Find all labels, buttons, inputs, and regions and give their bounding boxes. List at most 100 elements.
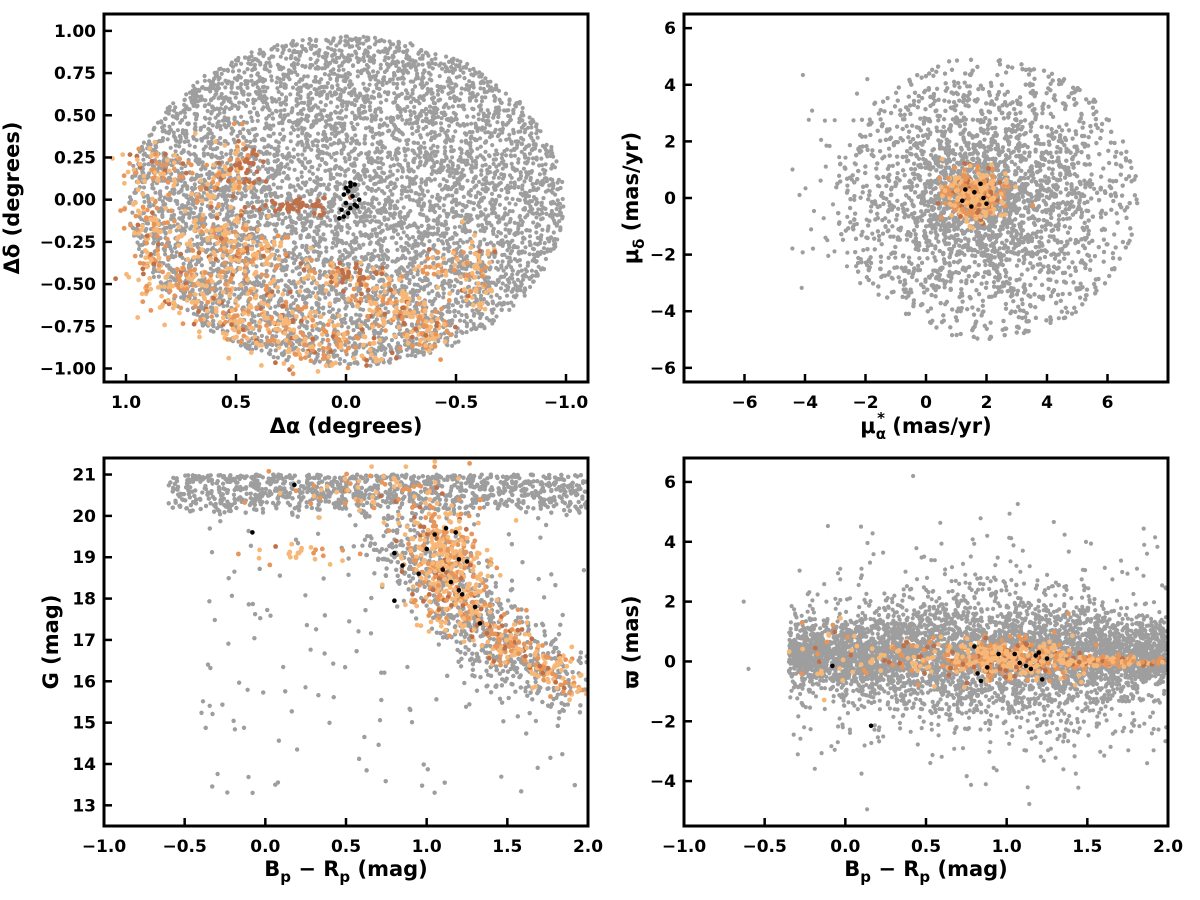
sky-position-field-point (245, 67, 250, 72)
sky-position-field-point (226, 116, 231, 121)
sky-position-field-point (407, 55, 412, 60)
sky-position-field-point (329, 255, 334, 260)
sky-position-field-point (282, 107, 287, 113)
sky-position-field-point (303, 156, 308, 161)
sky-position-field-point (361, 34, 366, 39)
sky-position-field-point (444, 66, 450, 71)
sky-position-field-point (190, 202, 195, 207)
sky-position-field-point (371, 89, 376, 94)
sky-position-field-point (378, 106, 383, 111)
sky-position-field-point (455, 121, 460, 126)
sky-position-field-point (464, 132, 469, 137)
sky-position-field-point (495, 240, 501, 245)
sky-position-field-point (281, 170, 286, 175)
sky-position-field-point (438, 311, 443, 316)
sky-position-field-point (280, 127, 285, 132)
sky-position-field-point (276, 217, 281, 222)
sky-position-field-point (415, 117, 420, 122)
sky-position-field-point (418, 133, 423, 138)
sky-position-field-point (507, 307, 512, 312)
sky-position-field-point (453, 340, 458, 345)
sky-position-field-point (222, 115, 227, 120)
sky-position-field-point (492, 254, 497, 259)
sky-position-field-point (328, 167, 333, 172)
sky-position-field-point (364, 38, 369, 43)
sky-position-field-point (323, 132, 328, 137)
sky-position-field-point (504, 137, 509, 142)
sky-position-field-point (334, 78, 339, 83)
sky-position-field-point (378, 290, 383, 295)
sky-position-field-point (421, 71, 426, 76)
sky-position-field-point (435, 92, 441, 97)
sky-position-field-point (162, 123, 167, 128)
sky-position-field-point (208, 89, 213, 94)
sky-position-field-point (395, 247, 400, 252)
sky-position-field-point (471, 114, 476, 119)
sky-position-field-point (273, 108, 278, 113)
sky-position-field-point (386, 359, 391, 364)
sky-position-field-point (158, 139, 163, 144)
sky-position-field-point (180, 184, 185, 189)
sky-position-field-point (459, 139, 464, 144)
sky-position-field-point (219, 71, 224, 76)
sky-position-field-point (398, 210, 403, 215)
sky-position-field-point (162, 116, 168, 121)
sky-position-field-point (477, 74, 482, 79)
sky-position-field-point (305, 143, 310, 148)
sky-position-field-point (478, 86, 483, 91)
sky-position-field-point (344, 107, 349, 112)
sky-position-field-point (509, 141, 514, 146)
sky-position-field-point (299, 174, 304, 179)
sky-position-field-point (543, 256, 549, 262)
sky-position-field-point (205, 247, 210, 252)
sky-position-field-point (269, 144, 274, 150)
sky-position-field-point (471, 66, 476, 71)
sky-position-field-point (324, 245, 329, 250)
sky-position-field-point (440, 231, 445, 236)
sky-position-field-point (422, 140, 427, 145)
sky-position-field-point (444, 226, 449, 231)
sky-position-field-point (379, 156, 384, 161)
sky-position-field-point (291, 281, 296, 286)
sky-position-field-point (531, 187, 536, 192)
sky-position-field-point (344, 304, 349, 309)
sky-position-field-point (168, 225, 173, 230)
sky-position-field-point (504, 265, 509, 270)
sky-position-field-point (180, 130, 185, 135)
sky-position-field-point (478, 293, 484, 298)
sky-position-field-point (305, 138, 310, 143)
sky-position-field-point (391, 81, 396, 86)
sky-position-field-point (527, 151, 533, 156)
sky-position-field-point (466, 199, 471, 204)
sky-position-field-point (485, 108, 490, 113)
sky-position-field-point (507, 228, 512, 234)
sky-position-field-point (470, 308, 475, 313)
sky-position-field-point (378, 50, 383, 55)
sky-position-field-point (403, 153, 408, 158)
sky-position-field-point (408, 188, 414, 193)
sky-position-field-point (424, 231, 430, 236)
sky-position-field-point (264, 192, 269, 197)
sky-position-field-point (314, 257, 319, 262)
sky-position-field-point (433, 153, 438, 158)
sky-position-field-point (503, 222, 508, 227)
sky-position-field-point (448, 96, 453, 101)
sky-position-field-point (486, 301, 491, 307)
sky-position-field-point (401, 221, 407, 226)
sky-position-field-point (395, 168, 400, 173)
sky-position-field-point (239, 151, 244, 156)
sky-position-field-point (314, 138, 319, 143)
sky-position-field-point (200, 323, 206, 328)
sky-position-field-point (354, 156, 359, 162)
sky-position-field-point (438, 61, 443, 66)
sky-position-field-point (172, 191, 177, 196)
sky-position-field-point (306, 95, 311, 100)
sky-position-field-point (515, 143, 520, 148)
sky-position-field-point (267, 184, 272, 189)
sky-position-field-point (526, 156, 531, 161)
sky-position-field-point (529, 207, 534, 212)
sky-position-field-point (202, 73, 207, 79)
sky-position-field-point (510, 196, 515, 202)
sky-position-field-point (492, 152, 497, 157)
sky-position-field-point (528, 242, 533, 247)
